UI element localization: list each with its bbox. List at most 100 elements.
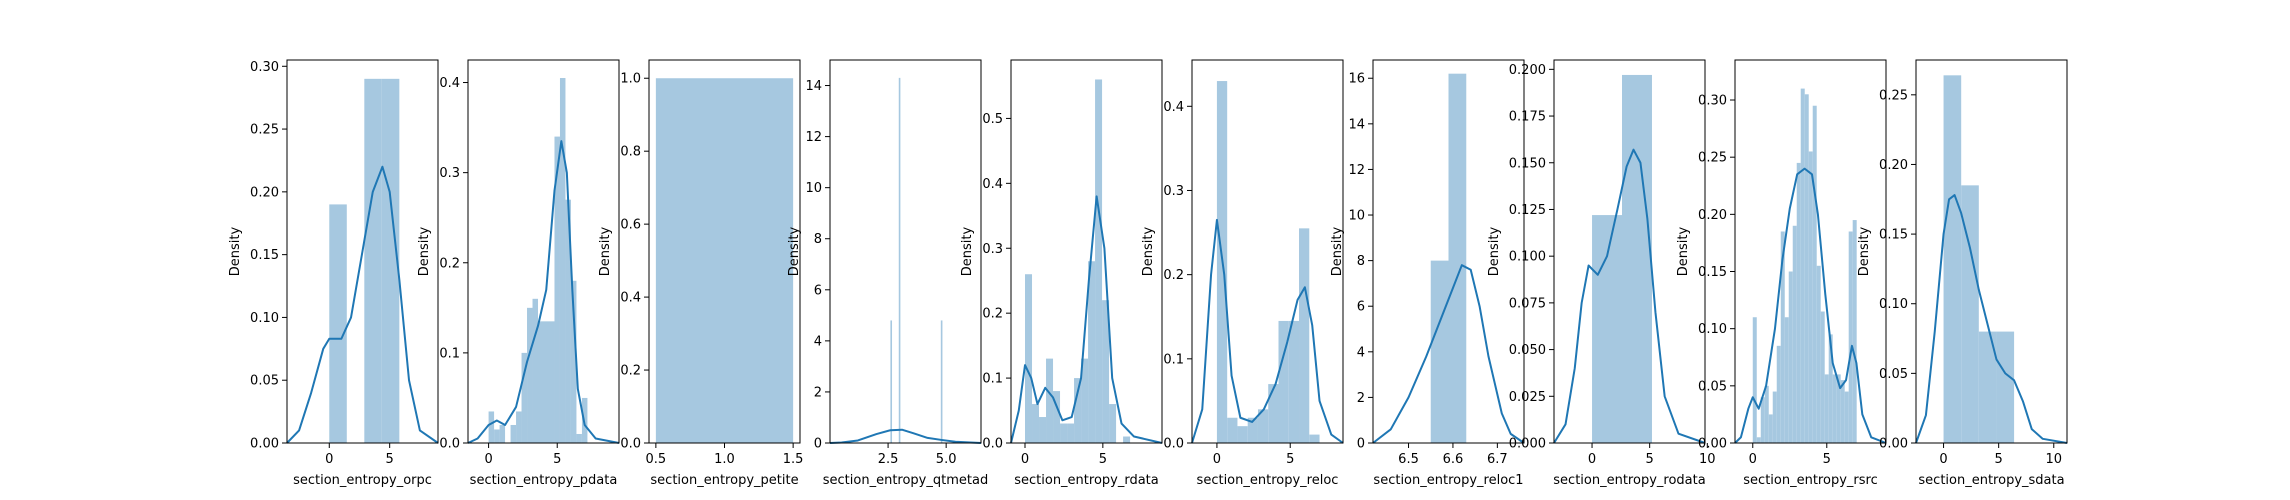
y-tick-label: 0.050 — [1509, 343, 1546, 358]
y-tick-label: 0.05 — [250, 374, 279, 389]
y-tick-label: 0.3 — [982, 242, 1003, 257]
histogram-bar — [565, 199, 571, 443]
histogram-bar — [1081, 358, 1089, 443]
x-tick-label: 1.0 — [714, 452, 735, 467]
y-tick-label: 12 — [805, 130, 822, 145]
histogram-bar — [1025, 274, 1033, 443]
subplot-7: 6.5 6.6 6.7 0 2 4 6 8 10 12 14 16 section_entropy_re… — [1330, 59, 1525, 488]
y-tick-label: 0.20 — [1879, 158, 1908, 173]
histogram-bar — [890, 320, 893, 443]
y-tick-label: 0.0 — [439, 437, 460, 452]
axes-frame — [1372, 59, 1525, 444]
kde-line — [467, 140, 620, 444]
histogram-bar — [1095, 79, 1103, 443]
histogram-bar — [1848, 231, 1853, 443]
y-tick-label: 0 — [814, 437, 822, 452]
x-axis-label: section_entropy_rdata — [1014, 473, 1159, 488]
histogram-bar — [1227, 417, 1238, 443]
y-tick-label: 2 — [1357, 391, 1365, 406]
x-axis-label: section_entropy_rsrc — [1743, 473, 1877, 488]
histogram-bar — [576, 433, 582, 443]
histogram-bar — [1309, 434, 1320, 443]
y-tick-label: 0.3 — [439, 166, 460, 181]
x-tick-label: 5.0 — [936, 452, 957, 467]
x-axis-label: section_entropy_pdata — [470, 473, 618, 488]
y-tick-label: 0.25 — [250, 123, 279, 138]
y-tick-label: 0.10 — [1879, 297, 1908, 312]
y-tick-label: 2 — [814, 385, 822, 400]
y-axis-label: Density — [1487, 226, 1502, 276]
kde-line — [1010, 195, 1163, 444]
x-tick-label: 0 — [1213, 452, 1221, 467]
y-tick-label: 0.2 — [982, 307, 1003, 322]
y-axis-label: Density — [1141, 226, 1156, 276]
histogram-bar — [1039, 417, 1047, 443]
y-tick-label: 0.200 — [1509, 63, 1546, 78]
histogram-bar — [1764, 385, 1769, 443]
y-tick-label: 0.30 — [1698, 94, 1727, 109]
y-tick-label: 6 — [1357, 300, 1365, 315]
histogram-bar — [510, 424, 517, 443]
histogram-bar — [1836, 374, 1841, 443]
histogram-bar — [527, 307, 533, 443]
histogram-bar — [1804, 94, 1809, 443]
y-tick-label: 16 — [1348, 72, 1365, 87]
x-axis-label: section_entropy_reloc1 — [1373, 473, 1523, 488]
histogram-bar — [1756, 437, 1761, 443]
y-tick-label: 0.15 — [250, 248, 279, 263]
histogram-bar — [1430, 260, 1449, 443]
y-tick-label: 12 — [1348, 163, 1365, 178]
x-axis-label: section_entropy_reloc — [1197, 473, 1339, 488]
kde-line — [1191, 218, 1344, 444]
histogram-bar — [1074, 378, 1082, 443]
x-axis-label: section_entropy_qtmetad — [823, 473, 988, 488]
histogram-bar — [1592, 215, 1623, 443]
histogram-bar — [1796, 162, 1801, 444]
histogram-bar — [1844, 391, 1849, 443]
y-tick-label: 8 — [1357, 254, 1365, 269]
x-tick-label: 5 — [386, 452, 394, 467]
x-tick-label: 5 — [1099, 452, 1107, 467]
subplot-2: 0 5 0.0 0.1 0.2 0.3 0.4 section_entropy_pdata De… — [417, 59, 620, 488]
histogram-bar — [1067, 423, 1075, 443]
kde-line — [1734, 167, 1887, 444]
y-tick-label: 4 — [814, 334, 822, 349]
y-tick-label: 1.0 — [620, 72, 641, 87]
y-tick-label: 0.15 — [1698, 265, 1727, 280]
histogram-bar — [1768, 414, 1773, 443]
y-tick-label: 10 — [1348, 209, 1365, 224]
kde-line — [286, 165, 439, 444]
subplot-5: 0 5 0.0 0.1 0.2 0.3 0.4 0.5 section_entropy_rdat… — [960, 59, 1163, 488]
y-tick-label: 0.15 — [1879, 228, 1908, 243]
histogram-bar — [1123, 436, 1131, 443]
histogram-bar — [499, 424, 506, 443]
histogram-bar — [488, 411, 495, 443]
y-tick-label: 0.25 — [1698, 151, 1727, 166]
histogram-bar — [1792, 225, 1797, 443]
y-axis-label: Density — [960, 226, 975, 276]
y-tick-label: 0.1 — [1163, 352, 1184, 367]
x-tick-label: 6.7 — [1487, 452, 1508, 467]
histogram-bar — [1257, 409, 1269, 443]
x-tick-label: 5 — [553, 452, 561, 467]
y-tick-label: 0.30 — [250, 60, 279, 75]
y-tick-label: 0.1 — [982, 372, 1003, 387]
histogram-bar — [538, 321, 544, 443]
histogram-bar — [1852, 220, 1857, 443]
y-tick-label: 0.0 — [1163, 437, 1184, 452]
y-axis-label: Density — [1676, 226, 1691, 276]
histogram-bar — [554, 136, 560, 443]
histogram-bar — [1053, 391, 1061, 443]
x-tick-label: 10 — [2046, 452, 2063, 467]
histogram-bar — [1032, 404, 1040, 443]
y-tick-label: 0.8 — [620, 145, 641, 160]
y-tick-label: 0.00 — [1698, 437, 1727, 452]
histogram-bar — [1832, 374, 1837, 443]
subplot-1: 0 5 0.00 0.05 0.10 0.15 0.20 0.25 0.30 section_en… — [228, 59, 439, 488]
x-tick-label: 5 — [1286, 452, 1294, 467]
axes-frame — [467, 59, 620, 444]
histogram-bar — [1102, 300, 1110, 443]
x-tick-label: 6.5 — [1398, 452, 1419, 467]
y-tick-label: 8 — [814, 232, 822, 247]
y-tick-label: 0.2 — [620, 364, 641, 379]
